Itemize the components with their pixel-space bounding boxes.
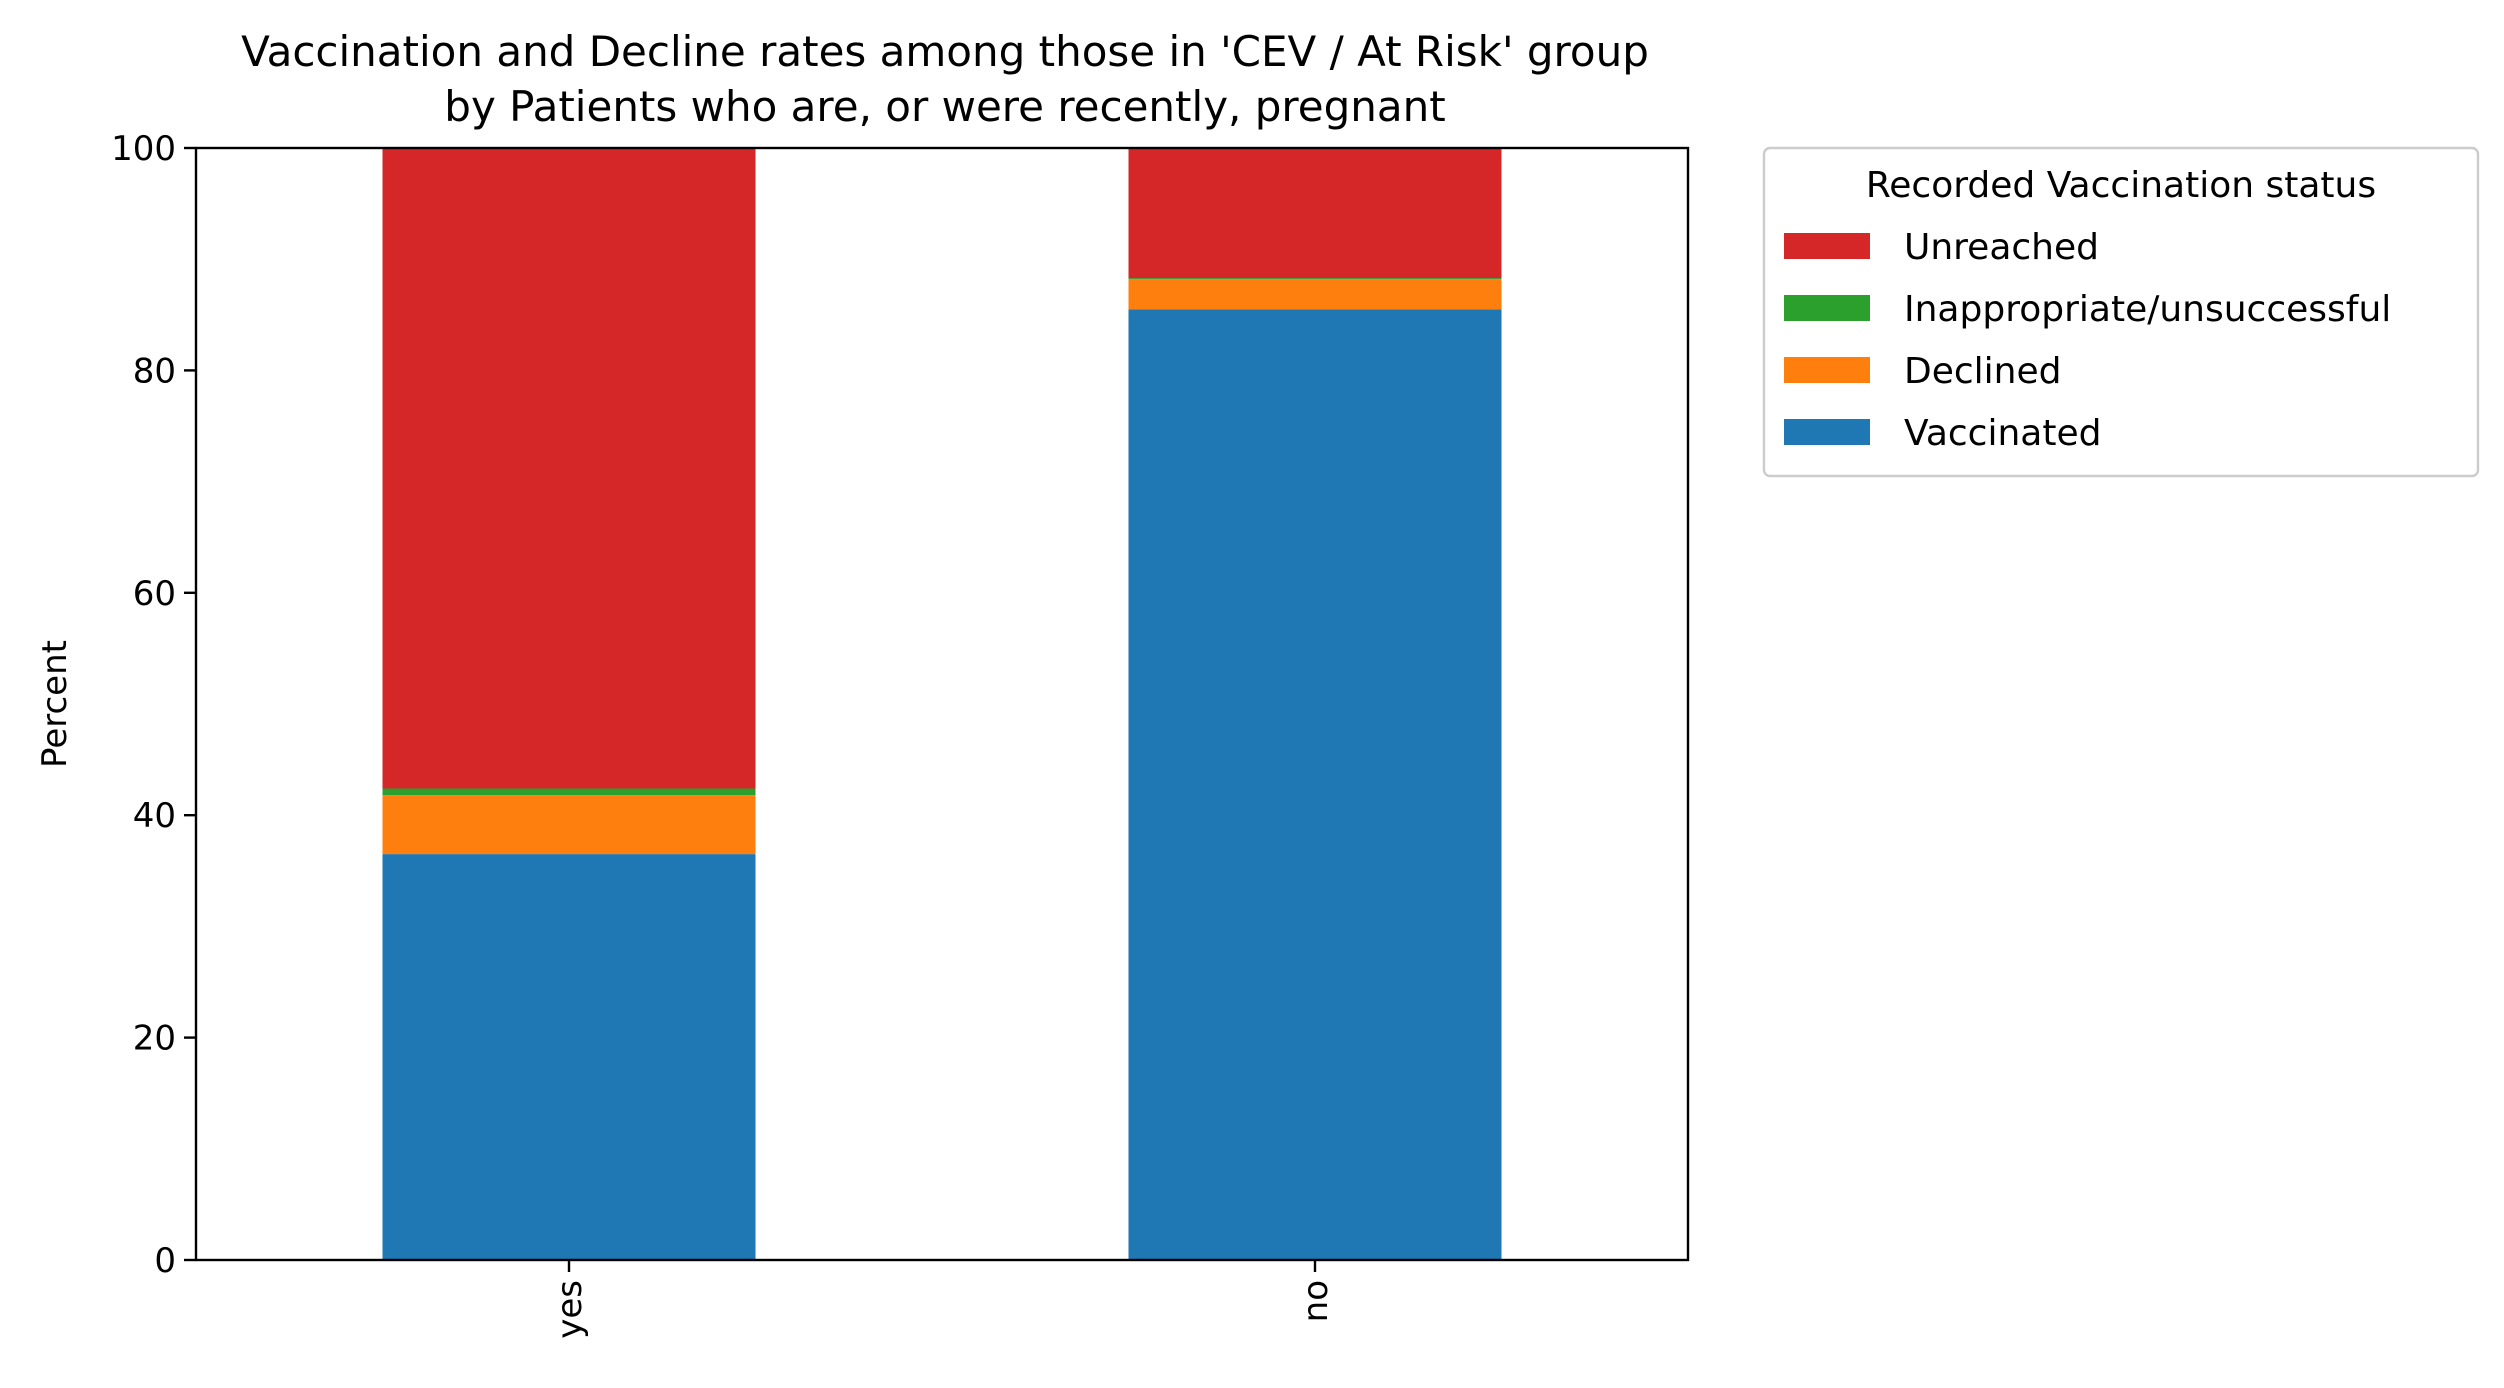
plot-frame	[194, 146, 1690, 1262]
bar-segment-no-inappropriate-unsuccessful	[1128, 278, 1502, 280]
x-tick-label-yes: yes	[550, 1280, 590, 1339]
bar-segment-yes-declined	[382, 795, 756, 855]
legend-label-declined: Declined	[1904, 351, 2061, 392]
legend: Recorded Vaccination status Unreached Ina…	[1762, 146, 2480, 478]
bar-segment-yes-unreached	[382, 148, 756, 789]
y-tick-label: 100	[111, 129, 176, 169]
y-tick-label: 80	[133, 351, 176, 391]
y-tick-label: 40	[133, 796, 176, 836]
legend-swatch-inappropriate-unsuccessful	[1784, 295, 1870, 321]
legend-label-vaccinated: Vaccinated	[1904, 413, 2101, 454]
legend-frame	[1762, 146, 2480, 478]
y-tick-label: 0	[154, 1241, 176, 1281]
legend-label-inappropriate-unsuccessful: Inappropriate/unsuccessful	[1904, 289, 2391, 330]
bar-segment-no-vaccinated	[1128, 309, 1502, 1260]
bar-segment-no-unreached	[1128, 148, 1502, 279]
legend-swatch-vaccinated	[1784, 419, 1870, 445]
legend-swatch-declined	[1784, 357, 1870, 383]
y-tick-label: 20	[133, 1019, 176, 1059]
y-axis-label: Percent	[35, 640, 75, 768]
legend-title: Recorded Vaccination status	[1866, 165, 2376, 206]
legend-swatch-unreached	[1784, 233, 1870, 259]
legend-items: Unreached Inappropriate/unsuccessful Decli…	[1784, 227, 2391, 454]
legend-label-unreached: Unreached	[1904, 227, 2099, 268]
bars-group	[382, 148, 1502, 1260]
bar-segment-no-declined	[1128, 279, 1502, 310]
chart-title: Vaccination and Decline rates among thos…	[241, 27, 1649, 76]
x-tick-label-no: no	[1296, 1280, 1336, 1322]
x-axis: yes no	[550, 1260, 1336, 1339]
bar-segment-yes-vaccinated	[382, 854, 756, 1260]
chart-subtitle: by Patients who are, or were recently, p…	[444, 82, 1445, 131]
y-tick-label: 60	[133, 574, 176, 614]
y-axis: 0 20 40 60 80 100	[111, 129, 196, 1281]
bar-segment-yes-inappropriate-unsuccessful	[382, 788, 756, 796]
